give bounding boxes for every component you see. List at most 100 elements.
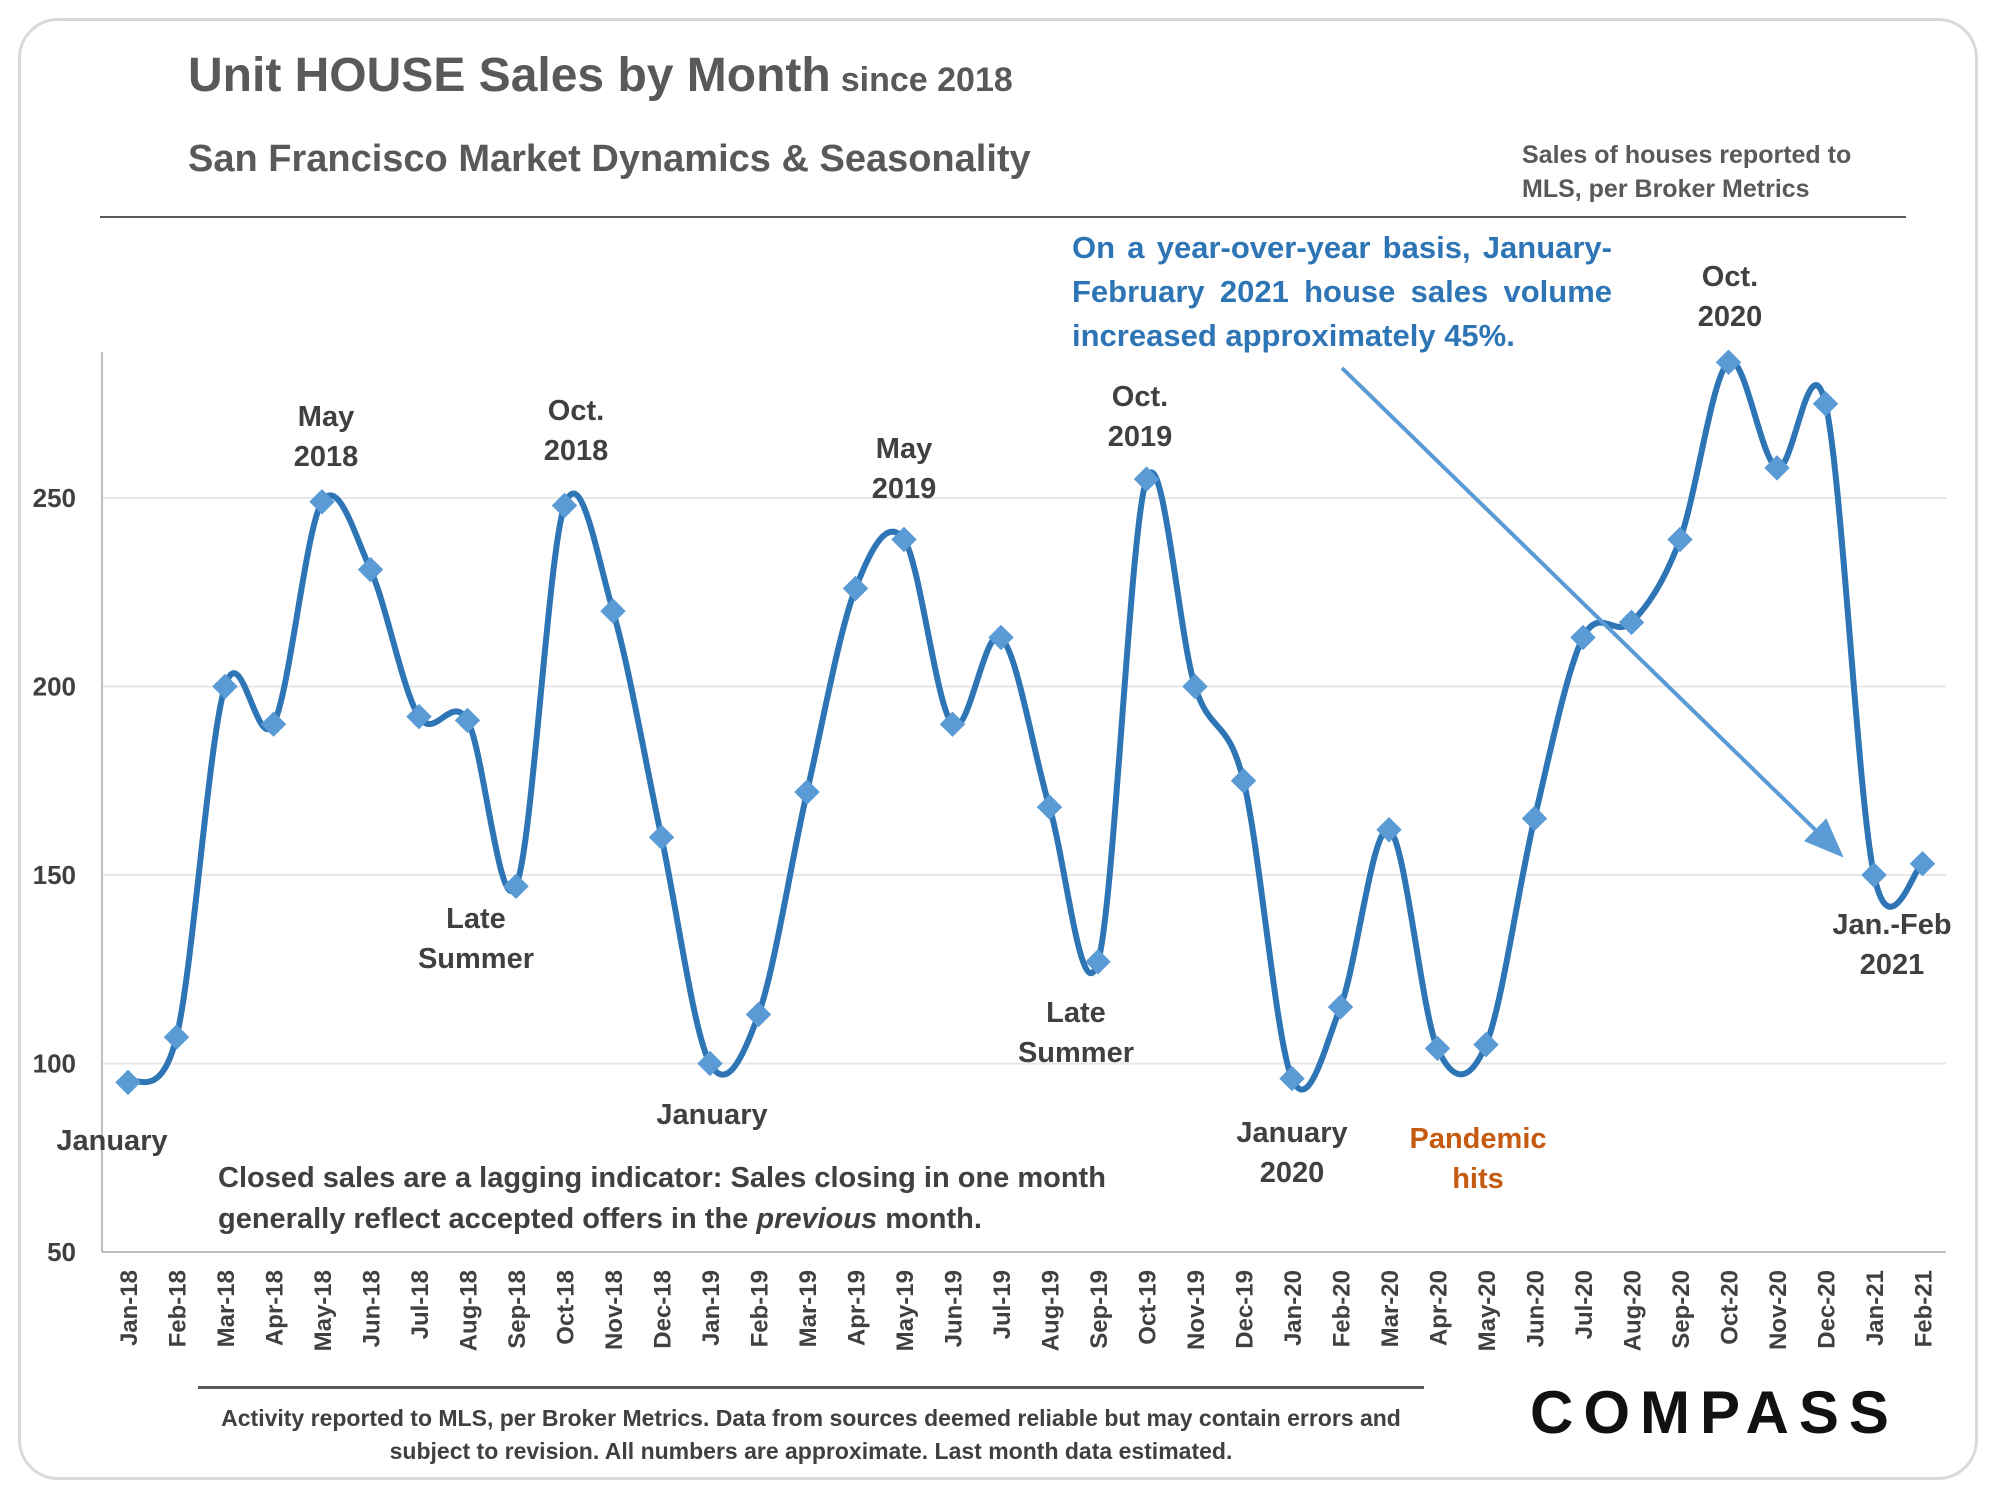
annotation-label: 2021 — [1860, 949, 1925, 981]
annotation-label: hits — [1452, 1163, 1504, 1195]
x-tick-label: Sep-19 — [1086, 1270, 1113, 1349]
data-point-marker — [1861, 862, 1887, 888]
data-point-marker — [1327, 994, 1354, 1020]
footer-disclaimer: Activity reported to MLS, per Broker Met… — [221, 1405, 1401, 1464]
x-tick-label: Jun-19 — [941, 1270, 968, 1347]
annotation-label: Jan.-Feb — [1832, 909, 1951, 941]
x-tick-label: Jan-19 — [698, 1270, 725, 1346]
data-point-marker — [454, 707, 481, 734]
x-tick-label: Dec-20 — [1814, 1270, 1841, 1349]
annotation-label: 2020 — [1260, 1157, 1325, 1189]
x-tick-label: Feb-20 — [1329, 1270, 1356, 1347]
x-tick-label: Jan-21 — [1862, 1270, 1889, 1346]
x-tick-label: Mar-18 — [213, 1270, 240, 1347]
chart-title-main: Unit HOUSE Sales by Month — [188, 49, 831, 102]
x-tick-label: Feb-19 — [747, 1270, 774, 1347]
x-tick-label: Oct-20 — [1717, 1270, 1744, 1345]
yoy-arrow — [1340, 366, 1844, 858]
chart-title: Unit HOUSE Sales by Month since 2018 — [188, 48, 1013, 103]
x-tick-label: May-19 — [892, 1270, 919, 1351]
x-tick-label: Jan-18 — [116, 1270, 143, 1346]
x-tick-label: Jan-20 — [1280, 1270, 1307, 1346]
data-point-marker — [551, 492, 578, 519]
y-tick-labels: 50 100 150 200 250 — [33, 483, 76, 1267]
annotation-label: Oct. — [1702, 261, 1758, 293]
compass-logo: COMPASS — [1530, 1379, 1899, 1446]
data-points — [115, 349, 1936, 1096]
annotation-label: Summer — [418, 943, 534, 975]
x-tick-label: Jun-20 — [1523, 1270, 1550, 1347]
data-point-marker — [163, 1024, 190, 1050]
data-point-marker — [1521, 805, 1548, 832]
data-point-marker — [503, 873, 529, 900]
x-tick-label: Aug-18 — [456, 1270, 483, 1351]
data-point-marker — [794, 779, 820, 805]
annotation-label: Oct. — [1112, 381, 1168, 413]
x-tick-label: Apr-18 — [262, 1270, 289, 1346]
header-divider — [100, 216, 1906, 218]
x-tick-label: Sep-18 — [504, 1270, 531, 1349]
annotation-label: 2019 — [872, 473, 937, 505]
data-point-marker — [1182, 673, 1208, 700]
annotation-label: January — [56, 1125, 167, 1157]
x-tick-label: May-20 — [1474, 1270, 1501, 1351]
x-tick-labels: Jan-18 Feb-18 Mar-18 Apr-18 May-18 Jun-18 Jul-… — [116, 1270, 1938, 1351]
data-point-marker — [1667, 526, 1693, 553]
data-point-marker — [988, 624, 1014, 651]
chart-subtitle: San Francisco Market Dynamics & Seasonal… — [188, 138, 1031, 180]
annotation-label: May — [298, 401, 354, 433]
data-point-marker — [600, 598, 626, 624]
data-point-marker — [1133, 466, 1160, 492]
data-point-marker — [1230, 768, 1257, 794]
data-point-marker — [1473, 1031, 1499, 1058]
lagging-indicator-note: Closed sales are a lagging indicator: Sa… — [218, 1158, 1218, 1240]
chart-title-suffix: since 2018 — [840, 61, 1013, 99]
data-point-marker — [260, 711, 287, 737]
data-point-marker — [1036, 794, 1063, 820]
x-tick-label: Jul-18 — [407, 1270, 434, 1339]
annotation-label: Oct. — [548, 395, 604, 427]
yoy-note: On a year-over-year basis, January-Febru… — [1072, 230, 1612, 353]
annotation-label: Late — [1046, 997, 1106, 1029]
data-point-marker — [357, 556, 384, 583]
y-tick-label: 200 — [33, 672, 76, 702]
data-point-marker — [891, 526, 917, 553]
annotation-label: May — [876, 433, 932, 465]
data-point-marker — [406, 703, 432, 730]
x-tick-label: Dec-19 — [1232, 1270, 1259, 1349]
x-tick-label: Sep-20 — [1668, 1270, 1695, 1349]
annotation-label: January — [1236, 1117, 1347, 1149]
x-tick-label: Aug-20 — [1620, 1270, 1647, 1351]
series-line — [125, 358, 1926, 1093]
x-tick-label: Nov-18 — [601, 1270, 628, 1350]
source-note: Sales of houses reported to MLS, per Bro… — [1522, 141, 1852, 203]
data-point-marker — [212, 673, 238, 700]
x-tick-label: Nov-20 — [1765, 1270, 1792, 1350]
x-tick-label: Oct-19 — [1135, 1270, 1162, 1345]
x-tick-label: Dec-18 — [650, 1270, 677, 1349]
lag-note-emphasis: previous — [756, 1203, 878, 1235]
footer-divider — [198, 1386, 1424, 1389]
y-tick-label: 250 — [33, 483, 76, 513]
annotation-label: 2020 — [1698, 301, 1763, 333]
x-tick-label: Feb-21 — [1911, 1270, 1938, 1347]
data-point-marker — [648, 824, 675, 851]
data-point-marker — [1424, 1035, 1451, 1062]
annotation-label: 2018 — [544, 435, 609, 467]
y-tick-label: 50 — [47, 1237, 76, 1267]
x-tick-label: Aug-19 — [1038, 1270, 1065, 1351]
lag-note-suffix: month. — [877, 1203, 982, 1235]
annotation-label: Late — [446, 903, 506, 935]
x-tick-label: Jul-19 — [989, 1270, 1016, 1339]
x-tick-label: Oct-18 — [553, 1270, 580, 1345]
data-point-marker — [745, 1001, 772, 1028]
x-tick-label: Mar-19 — [795, 1270, 822, 1347]
y-tick-label: 150 — [33, 860, 76, 890]
annotation-label: Summer — [1018, 1037, 1134, 1069]
x-tick-label: Apr-19 — [844, 1270, 871, 1346]
x-tick-label: Jul-20 — [1571, 1270, 1598, 1339]
annotations: January May 2018 Late Summer Oct. 2018 January M… — [56, 261, 1951, 1195]
x-tick-label: Mar-20 — [1377, 1270, 1404, 1347]
x-tick-label: Apr-20 — [1426, 1270, 1453, 1346]
